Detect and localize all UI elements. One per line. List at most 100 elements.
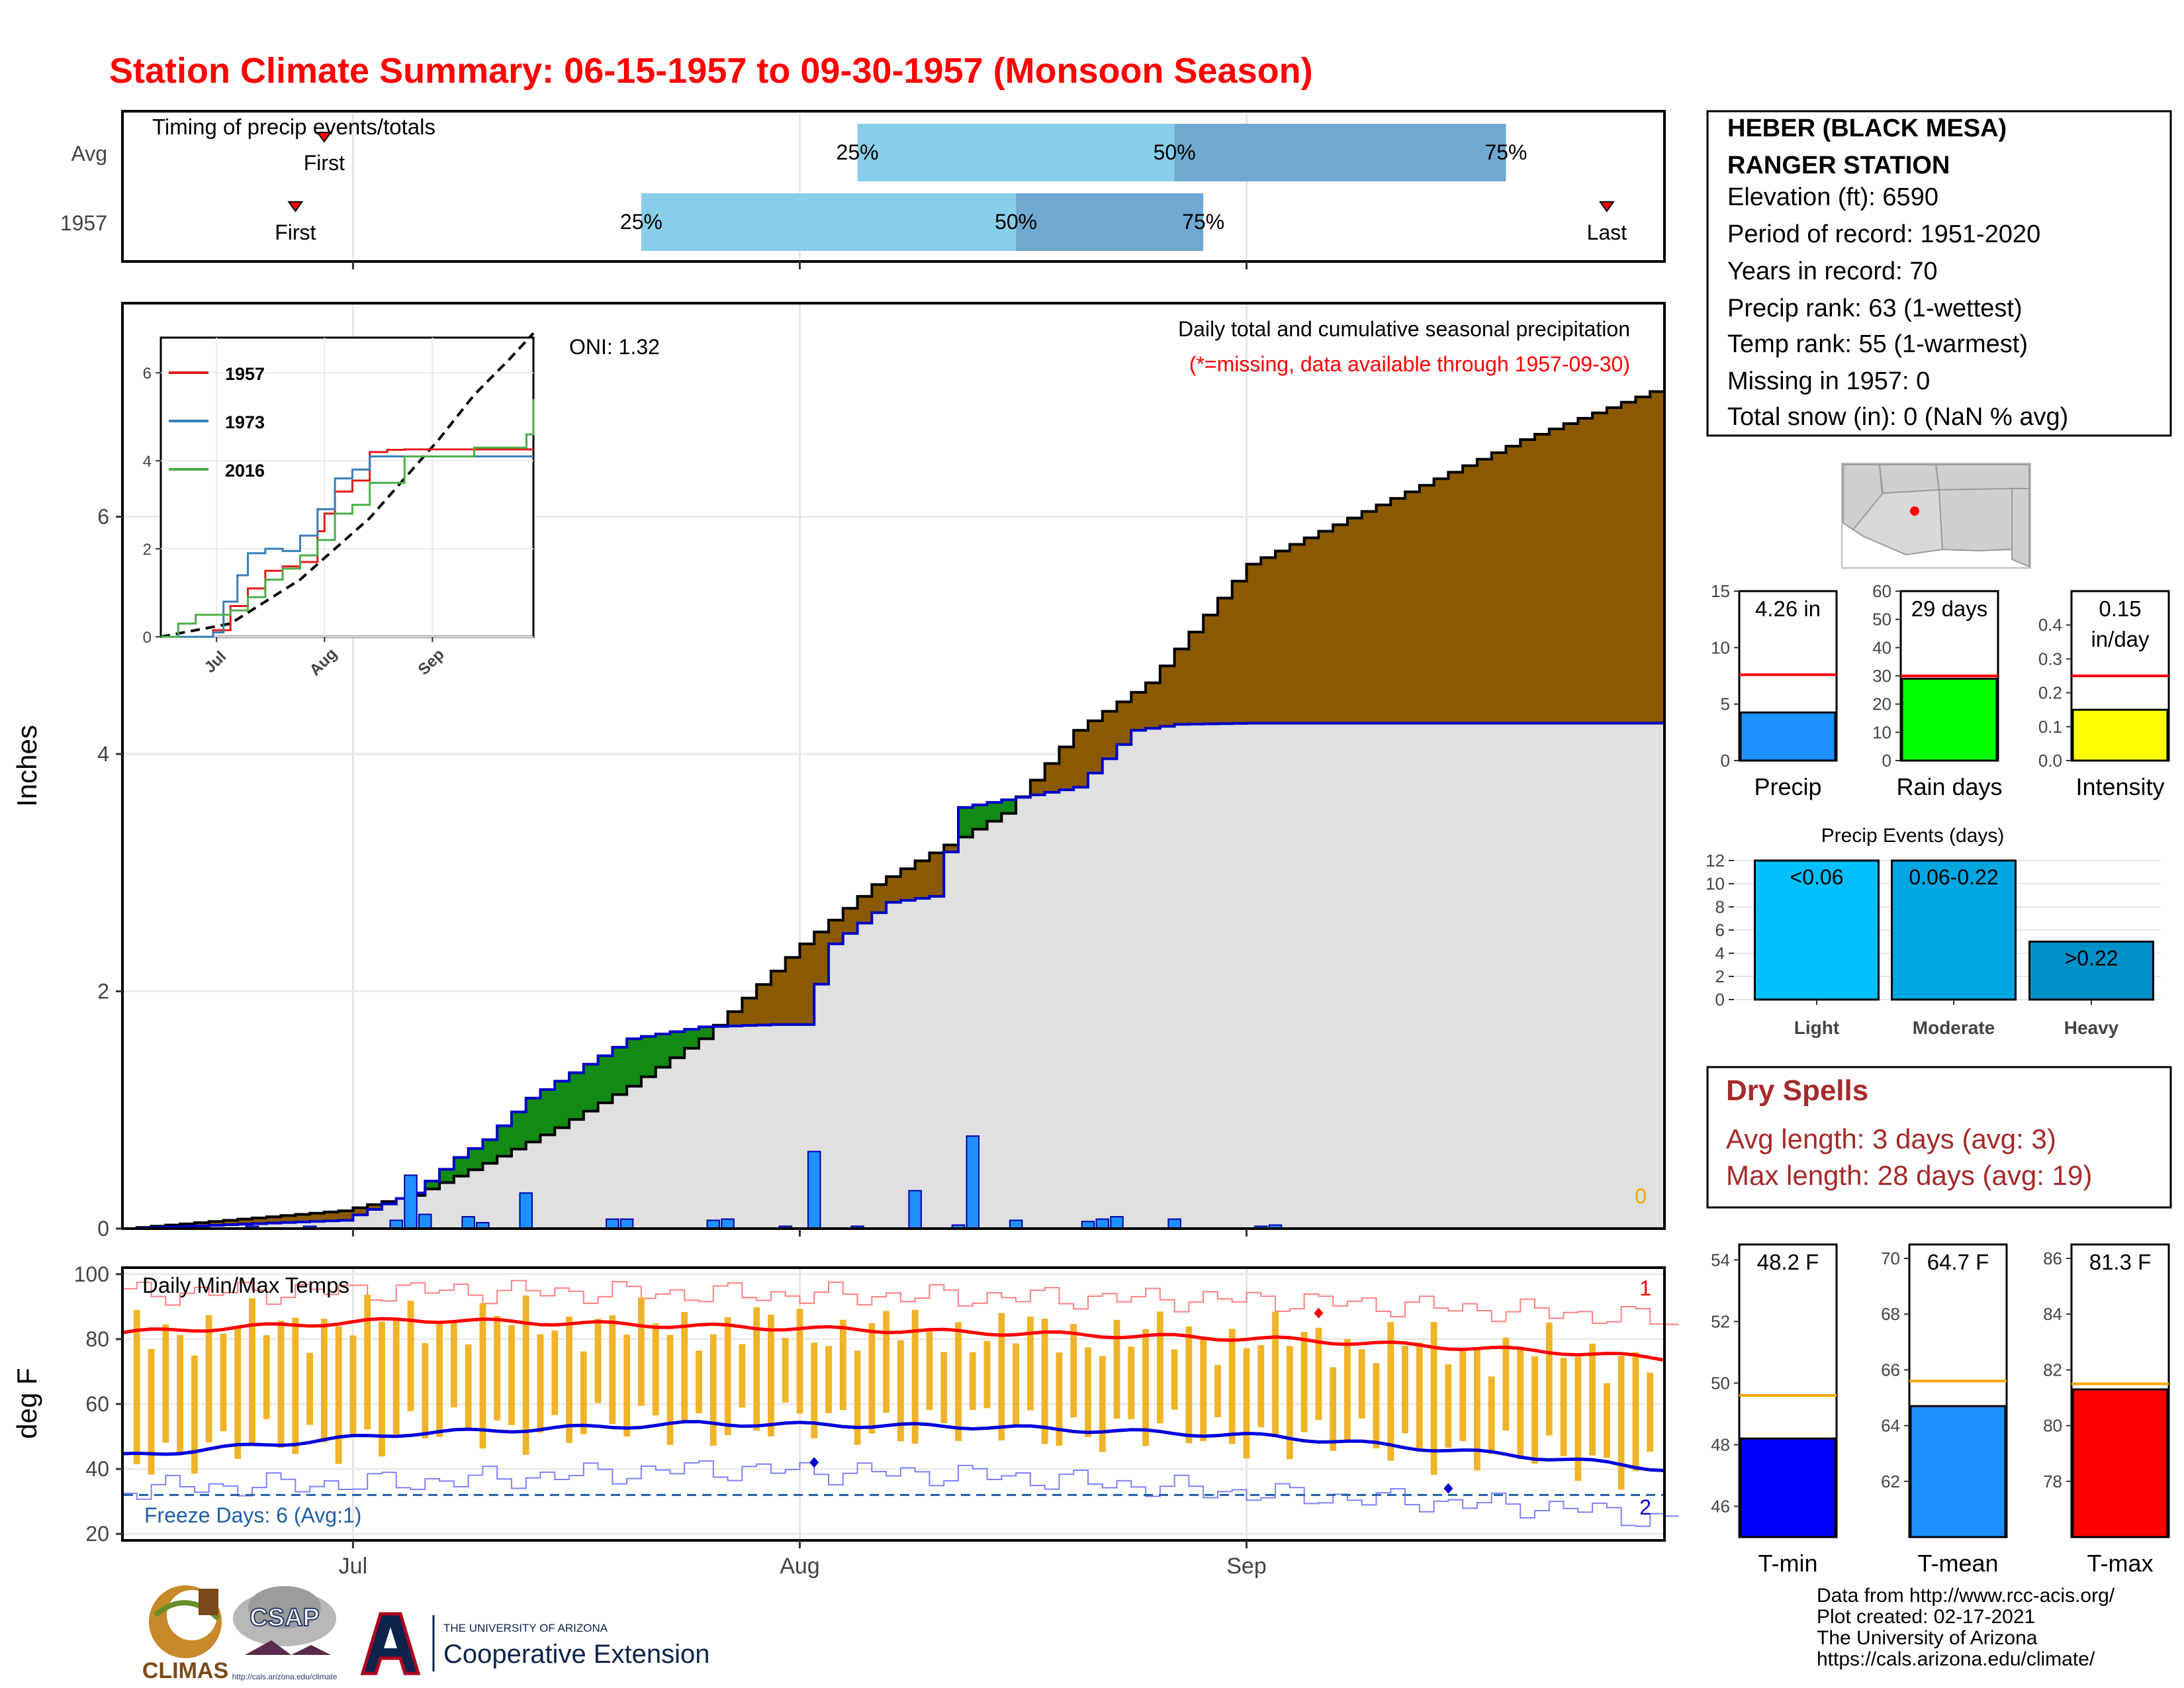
record-low-marker [1443, 1483, 1453, 1494]
daily-temp-range-bar [652, 1323, 659, 1416]
daily-precip-bar [1110, 1216, 1124, 1229]
daily-temp-range-bar [1531, 1356, 1538, 1464]
daily-temp-range-bar [220, 1333, 227, 1432]
daily-temp-range-bar [1474, 1347, 1480, 1471]
mini-ytick-label: 84 [2043, 1304, 2062, 1324]
mini-value-label: 29 days [1911, 596, 1988, 621]
daily-temp-range-bar [349, 1335, 357, 1434]
daily-temp-range-bar [609, 1315, 616, 1425]
daily-temp-range-bar [1041, 1319, 1048, 1444]
quartile-label-q75: 75% [1484, 140, 1527, 164]
csap-logo-url: http://cals.arizona.edu/climate [232, 1672, 338, 1681]
precip-ytick-label: 2 [97, 980, 109, 1004]
daily-temp-range-bar [1228, 1329, 1236, 1444]
events-ytick-label: 4 [1715, 943, 1725, 963]
daily-temp-range-bar [1026, 1316, 1034, 1411]
temp-ytick-label: 40 [85, 1457, 109, 1481]
daily-temp-range-bar [1330, 1367, 1337, 1451]
dry-spells-box: Dry Spells Avg length: 3 days (avg: 3) M… [1706, 1066, 2172, 1209]
inset-line-1973 [161, 455, 533, 638]
first-event-label: First [304, 151, 345, 175]
mini-ytick-label: 64 [1881, 1416, 1900, 1436]
record-low-count: 2 [1639, 1495, 1651, 1519]
daily-temp-range-bar [1171, 1349, 1178, 1410]
first-event-marker [287, 201, 304, 212]
daily-temp-range-bar [638, 1297, 645, 1406]
events-bar [1891, 859, 2017, 1001]
daily-precip-bar [404, 1174, 418, 1230]
oni-label: ONI: 1.32 [569, 335, 660, 359]
events-bar-label: 0.06-0.22 [1909, 865, 1998, 889]
avg-tmax-line [122, 1317, 1665, 1362]
mini-ytick-label: 78 [2043, 1472, 2062, 1491]
footer-credits: Data from http://www.rcc-acis.org/ Plot … [1817, 1585, 2115, 1670]
daily-temp-range-bar [998, 1313, 1005, 1441]
ua-logo: THE UNIVERSITY OF ARIZONA Cooperative Ex… [360, 1612, 709, 1675]
mini-ytick-label: 60 [1872, 581, 1891, 601]
daily-temp-range-bar [234, 1328, 242, 1460]
daily-temp-range-bar [580, 1351, 587, 1434]
station-location-marker [1910, 506, 1919, 516]
daily-precip-bar [721, 1218, 735, 1229]
mini-value-bar [1739, 711, 1837, 762]
inset-ytick-label: 4 [143, 453, 152, 471]
daily-temp-range-bar [883, 1311, 890, 1413]
csap-logo-text: CSAP [250, 1604, 320, 1632]
daily-precip-bar [908, 1190, 922, 1229]
temp-ytick-label: 100 [74, 1262, 109, 1286]
daily-temp-range-bar [983, 1340, 991, 1409]
temp-ytick-label: 60 [85, 1392, 109, 1416]
daily-temp-range-bar [162, 1324, 169, 1443]
avg-tmin-line [122, 1420, 1665, 1473]
daily-temp-range-bar [1617, 1356, 1625, 1490]
daily-temp-range-bar [1459, 1348, 1467, 1441]
first-event-label: First [275, 220, 316, 244]
daily-temp-range-bar [436, 1323, 443, 1437]
dry-spells-max: Max length: 28 days (avg: 19) [1726, 1160, 2092, 1191]
dry-spells-title: Dry Spells [1726, 1074, 1868, 1107]
daily-precip-bar [1167, 1218, 1181, 1229]
events-category-label: Moderate [1913, 1017, 1995, 1038]
station-years: Years in record: 70 [1727, 258, 1938, 285]
daily-temp-range-bar [955, 1322, 962, 1441]
daily-temp-range-bar [1099, 1356, 1106, 1452]
missing-count: 0 [1635, 1184, 1647, 1208]
daily-temp-range-bar [926, 1330, 933, 1411]
daily-temp-range-bar [811, 1342, 818, 1438]
temp-summary-minis: 46 48 50 52 54 48.2 F T-min 62 64 66 68 70 64.7 F T-m… [1711, 1243, 2170, 1577]
daily-temp-range-bar [1257, 1345, 1265, 1428]
daily-temp-range-bar [1200, 1338, 1207, 1442]
station-snow: Total snow (in): 0 (NaN % avg) [1727, 403, 2068, 431]
daily-temp-range-bar [1445, 1364, 1452, 1448]
daily-temp-range-bar [1358, 1349, 1365, 1419]
daily-temp-range-bar [768, 1315, 774, 1436]
mini-ytick-label: 54 [1711, 1250, 1730, 1270]
daily-temp-range-bar [1243, 1348, 1250, 1459]
mini-category-label: Rain days [1896, 773, 2002, 800]
footer-line-4: https://cals.arizona.edu/climate/ [1817, 1648, 2095, 1670]
mini-ytick-label: 0.1 [2038, 717, 2062, 737]
daily-temp-range-bar [1488, 1376, 1495, 1454]
inset-legend-1957: 1957 [225, 364, 265, 384]
daily-temp-range-bar [1113, 1319, 1120, 1419]
daily-temp-range-bar [1300, 1332, 1308, 1432]
daily-temp-range-bar [249, 1298, 255, 1443]
mini-ytick-label: 0.3 [2038, 649, 2062, 669]
quartile-bar-25-50 [857, 124, 1175, 181]
last-event-marker [1598, 201, 1615, 212]
precip-ytick-label: 4 [97, 742, 109, 766]
station-elevation: Elevation (ft): 6590 [1727, 183, 1938, 211]
daily-temp-range-bar [666, 1335, 674, 1445]
daily-precip-bar [619, 1218, 634, 1229]
mini-ytick-label: 40 [1872, 637, 1891, 657]
mini-ytick-label: 5 [1721, 694, 1730, 714]
timing-row-label-year: 1957 [60, 211, 107, 235]
dry-spells-avg: Avg length: 3 days (avg: 3) [1726, 1123, 2056, 1154]
mini-ytick-label: 46 [1711, 1496, 1730, 1516]
mini-ytick-label: 10 [1711, 637, 1730, 657]
ua-small-text: THE UNIVERSITY OF ARIZONA [443, 1622, 608, 1634]
daily-temp-range-bar [782, 1337, 789, 1403]
events-bar-label: <0.06 [1790, 865, 1844, 889]
daily-precip-bar [1095, 1218, 1110, 1229]
record-low-marker [809, 1457, 819, 1468]
